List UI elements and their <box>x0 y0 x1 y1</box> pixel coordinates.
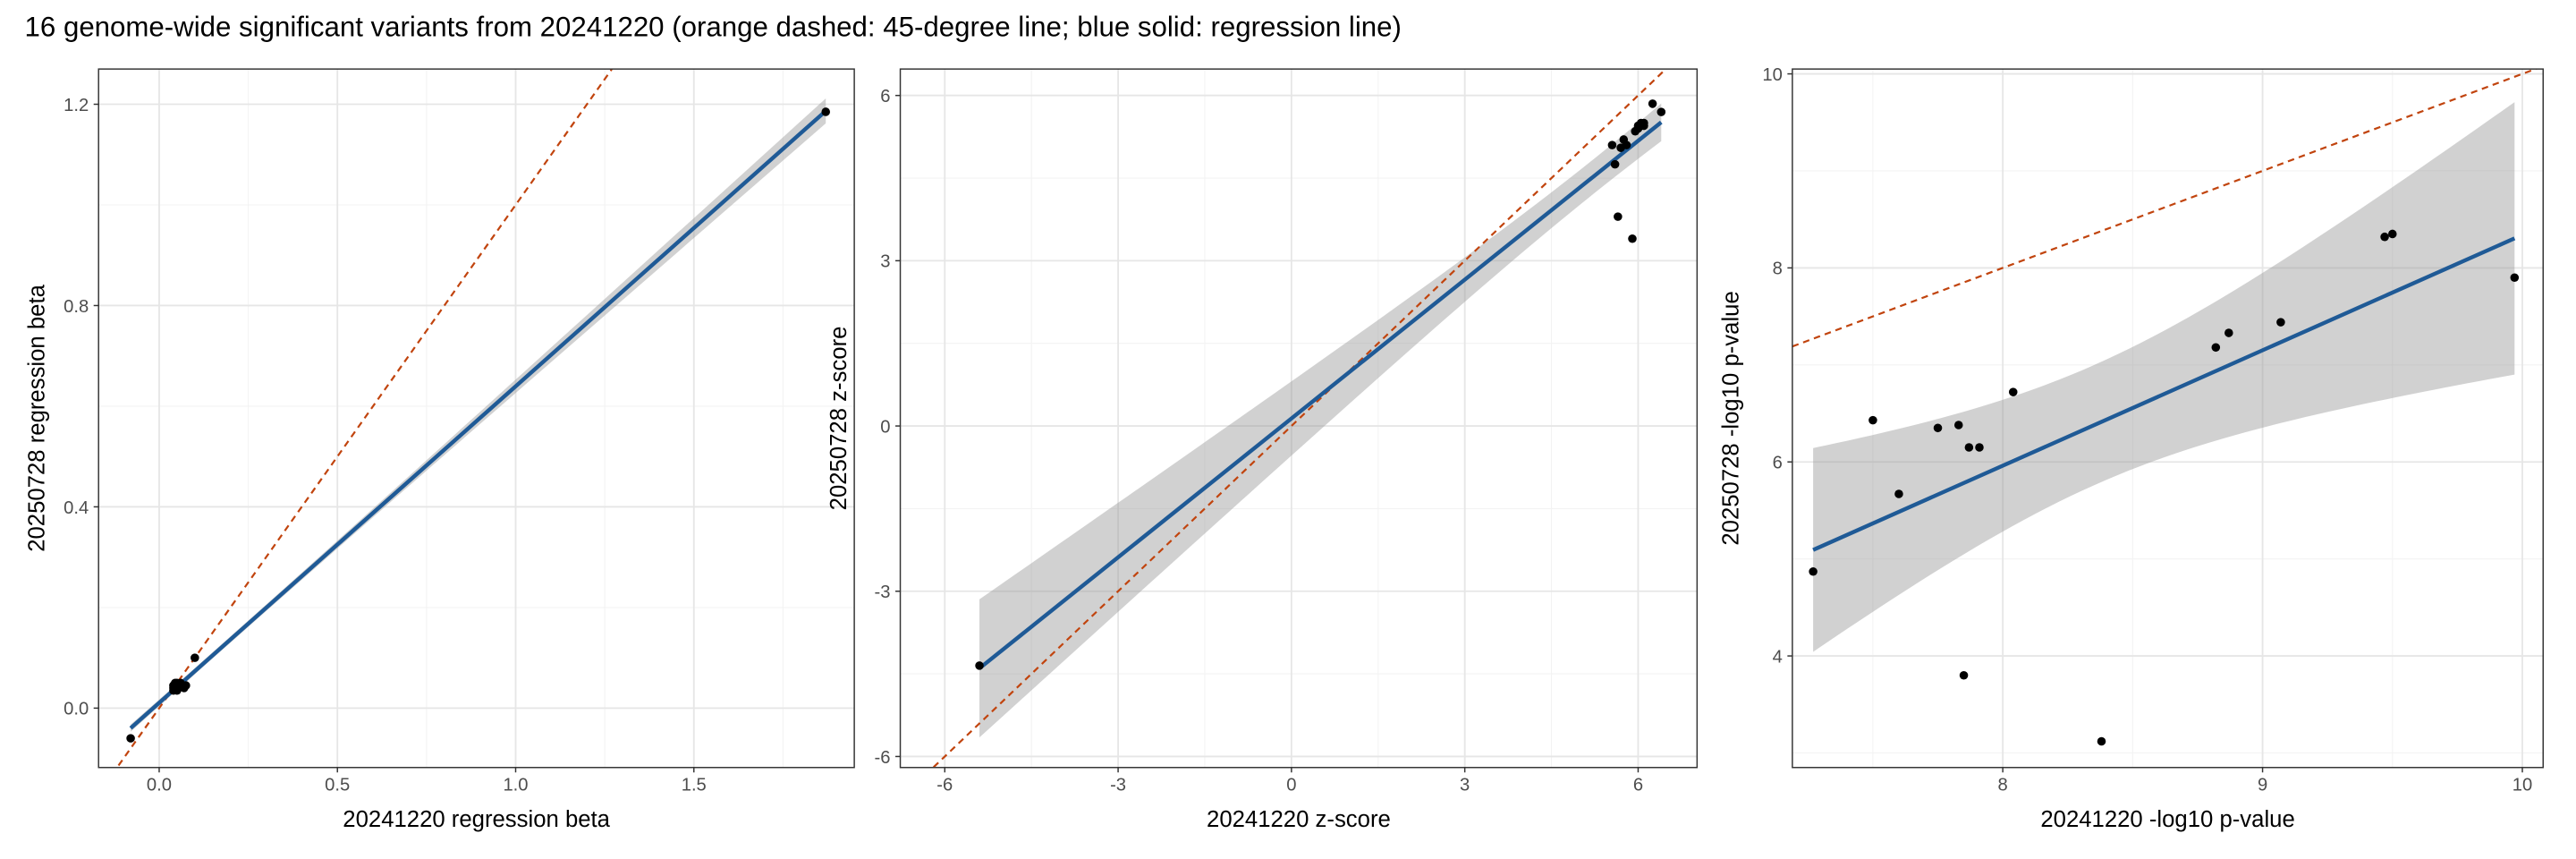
y-tick-label: 0.4 <box>64 498 89 518</box>
panel-background <box>1792 69 2544 768</box>
point <box>1607 140 1617 149</box>
y-tick-label: 6 <box>880 87 890 106</box>
y-tick-label: 0.0 <box>64 700 89 719</box>
x-tick-label: 1.5 <box>682 775 707 795</box>
point <box>2008 387 2018 396</box>
x-tick-label: -6 <box>936 775 953 795</box>
point <box>1622 140 1631 149</box>
panel-border <box>1792 68 2544 769</box>
x-tick-label: -3 <box>1110 775 1126 795</box>
point <box>1657 107 1666 116</box>
point <box>191 653 199 662</box>
confidence-band <box>1813 102 2515 652</box>
x-tick-label: 6 <box>1633 775 1643 795</box>
x-tick-label: 1.0 <box>503 775 528 795</box>
y-tick-label: 3 <box>880 252 890 272</box>
point <box>975 661 984 670</box>
confidence-band <box>979 103 1662 738</box>
y-tick-label: 4 <box>1773 647 1783 667</box>
point <box>176 678 185 688</box>
point <box>1953 421 1963 430</box>
x-tick-label: 9 <box>2258 775 2267 795</box>
point <box>821 107 830 116</box>
x-tick-label: 8 <box>1998 775 2008 795</box>
x-tick-label: 0 <box>1286 775 1296 795</box>
identity-line <box>1792 69 2538 348</box>
point <box>2380 232 2389 242</box>
y-tick-label: -3 <box>875 583 891 602</box>
panel-border <box>899 68 1699 769</box>
x-tick-label: 0.5 <box>325 775 350 795</box>
panel: -6 -3 0 3 6 -6 -3 0 3 6 20241220 z-score 20250728 z… <box>826 68 1699 832</box>
point <box>126 734 135 743</box>
point <box>2211 343 2221 353</box>
point <box>1633 121 1643 131</box>
point <box>1868 415 1877 425</box>
y-tick-label: -6 <box>875 748 891 768</box>
x-tick-label: 3 <box>1460 775 1470 795</box>
point <box>2510 273 2520 283</box>
panel: 0.0 0.5 1.0 1.5 0.0 0.4 0.8 1.2 20241220 regress… <box>25 68 855 832</box>
point <box>1894 489 1903 498</box>
clipped <box>115 69 830 768</box>
panel-border <box>97 68 855 769</box>
clipped <box>1792 69 2538 746</box>
panel: 8 9 10 4 6 8 10 20241220 -log10 p-value 20250728… <box>1718 65 2544 832</box>
panel-background <box>900 69 1698 768</box>
x-tick-label: 10 <box>2512 775 2532 795</box>
y-axis-title: 20250728 -log10 p-value <box>1718 291 1743 545</box>
point <box>169 681 178 690</box>
clipped <box>931 69 1668 768</box>
y-axis-title: 20250728 z-score <box>826 327 852 511</box>
x-axis-title: 20241220 -log10 p-value <box>2040 807 2294 832</box>
y-tick-label: 0.8 <box>64 297 89 317</box>
x-axis-title: 20241220 z-score <box>1207 807 1391 832</box>
regression-line <box>129 109 827 730</box>
point <box>2276 318 2285 327</box>
y-tick-label: 0 <box>880 417 890 437</box>
point <box>1610 159 1620 169</box>
panel-background <box>98 69 855 768</box>
point <box>1809 566 1818 576</box>
point <box>1975 443 1984 452</box>
chart-title: 16 genome-wide significant variants from… <box>25 11 1402 42</box>
y-tick-label: 10 <box>1762 65 1782 85</box>
y-tick-label: 1.2 <box>64 96 89 115</box>
regression-line <box>1812 236 2516 552</box>
point <box>2224 328 2233 337</box>
point <box>1614 212 1623 221</box>
point <box>1959 670 1969 680</box>
point <box>2388 229 2397 239</box>
regression-line <box>978 120 1663 670</box>
point <box>2097 736 2106 746</box>
y-axis-title: 20250728 regression beta <box>25 284 50 551</box>
x-tick-label: 0.0 <box>147 775 172 795</box>
x-axis-title: 20241220 regression beta <box>343 807 610 832</box>
y-tick-label: 6 <box>1773 454 1783 473</box>
point <box>1933 423 1943 433</box>
point <box>1964 443 1974 452</box>
y-tick-label: 8 <box>1773 259 1783 279</box>
point <box>1648 99 1657 108</box>
point <box>1628 234 1637 243</box>
